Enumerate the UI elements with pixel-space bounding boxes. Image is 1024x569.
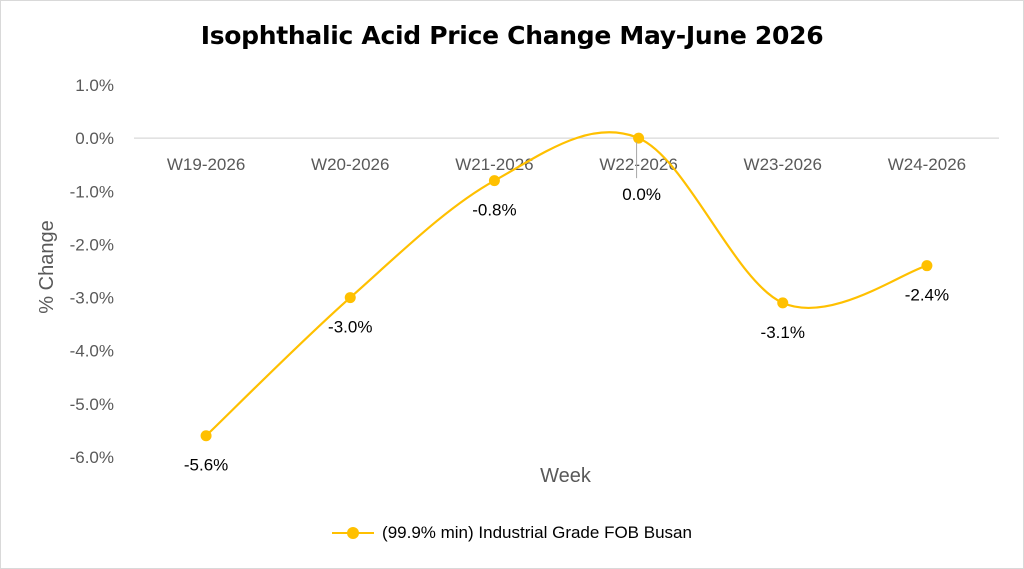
legend-marker-icon [332, 526, 375, 540]
data-point [921, 260, 933, 272]
data-label: -3.0% [328, 318, 372, 337]
data-label: 0.0% [622, 185, 661, 204]
y-axis-title: % Change [36, 220, 58, 313]
x-tick-label: W24-2026 [888, 155, 966, 174]
y-tick-label: -6.0% [70, 448, 114, 467]
legend-label: (99.9% min) Industrial Grade FOB Busan [382, 523, 692, 542]
data-point [488, 175, 500, 187]
data-label: -0.8% [472, 201, 516, 220]
data-label: -2.4% [905, 286, 949, 305]
y-tick-label: 0.0% [75, 129, 114, 148]
data-labels: -5.6% -3.0% -0.8% 0.0% -3.1% -2.4% [184, 142, 949, 475]
x-tick-label: W20-2026 [311, 155, 389, 174]
data-point [633, 132, 645, 144]
y-axis-ticks: 1.0% 0.0% -1.0% -2.0% -3.0% -4.0% -5.0% -6.0% [70, 76, 114, 467]
data-label: -5.6% [184, 456, 228, 475]
y-tick-label: -5.0% [70, 395, 114, 414]
y-tick-label: -2.0% [70, 235, 114, 254]
x-axis-title: Week [540, 465, 592, 487]
x-tick-label: W22-2026 [599, 155, 677, 174]
data-point [777, 297, 789, 309]
y-tick-label: 1.0% [75, 76, 114, 95]
data-point [344, 292, 356, 304]
y-tick-label: -3.0% [70, 289, 114, 308]
x-tick-label: W19-2026 [167, 155, 245, 174]
data-label: -3.1% [761, 323, 805, 342]
x-tick-label: W23-2026 [744, 155, 822, 174]
x-axis-ticks: W19-2026 W20-2026 W21-2026 W22-2026 W23-2026… [167, 155, 966, 174]
data-point [200, 430, 212, 442]
chart-title: Isophthalic Acid Price Change May-June 2… [200, 21, 824, 50]
y-tick-label: -1.0% [70, 182, 114, 201]
legend: (99.9% min) Industrial Grade FOB Busan [1, 523, 1023, 543]
series-points [200, 132, 933, 442]
y-tick-label: -4.0% [70, 342, 114, 361]
series-line [205, 131, 928, 437]
